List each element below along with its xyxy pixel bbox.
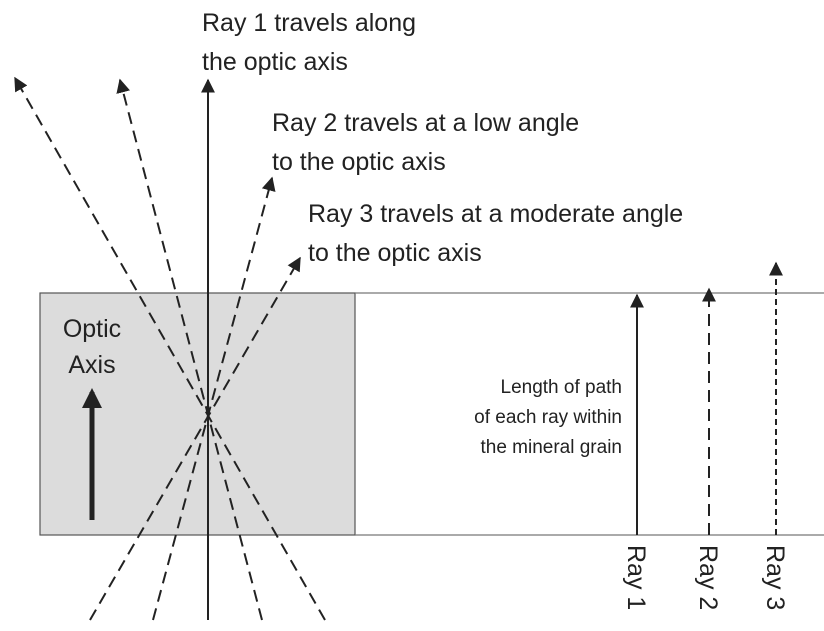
path-ray-label: Ray 2 [694,545,722,610]
ray-left-outer [14,76,326,621]
path-note: of each ray within [474,407,622,428]
path-note: Length of path [501,377,623,398]
ray-1-label: the optic axis [202,48,348,76]
optic-axis-label: Axis [68,351,115,379]
ray-2-label: to the optic axis [272,148,446,176]
ray-left-inner [116,78,263,621]
path-note: the mineral grain [480,437,622,458]
ray-2-label: Ray 2 travels at a low angle [272,109,579,137]
ray-3 [89,256,301,621]
ray-3-label: Ray 3 travels at a moderate angle [308,200,683,228]
ray-2 [152,176,276,621]
path-ray-label: Ray 1 [622,545,650,610]
ray-1-label: Ray 1 travels along [202,9,416,37]
optic-axis-label: Optic [63,315,121,343]
ray-3-label: to the optic axis [308,239,482,267]
path-ray-label: Ray 3 [761,545,789,610]
